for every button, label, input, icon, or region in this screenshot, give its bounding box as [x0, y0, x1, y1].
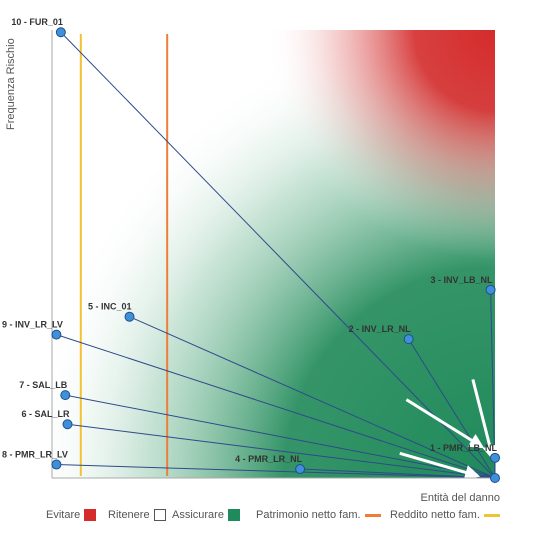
legend-item-patrimonio: Patrimonio netto fam. — [256, 509, 381, 521]
connector-line — [65, 394, 496, 479]
connector-line — [67, 423, 496, 479]
data-point[interactable] — [62, 419, 73, 430]
arrow — [405, 398, 485, 449]
point-label: 5 - INC_01 — [88, 302, 132, 312]
y-axis-label: Frequenza Rischio — [5, 38, 17, 130]
point-label: 9 - INV_LR_LV — [2, 320, 63, 330]
data-point[interactable] — [403, 334, 414, 345]
legend-item-assicurare: Assicurare — [172, 509, 240, 521]
data-point[interactable] — [60, 390, 71, 401]
connector-line — [56, 334, 496, 479]
evitare-zone — [52, 30, 495, 478]
legend-label: Ritenere — [108, 509, 150, 521]
legend-swatch — [153, 509, 166, 521]
threshold-lines — [79, 34, 169, 476]
legend-item-reddito: Reddito netto fam. — [390, 509, 500, 521]
data-point[interactable] — [490, 452, 500, 463]
arrows — [399, 379, 498, 480]
legend-swatch — [364, 513, 381, 517]
connector-lines — [56, 31, 496, 479]
data-point[interactable] — [485, 284, 496, 295]
connector-line — [56, 464, 496, 479]
point-labels: 10 - FUR_01 3 - INV_LB_NL 5 - INC_01 2 - IN… — [2, 17, 497, 464]
data-point[interactable] — [55, 27, 66, 38]
data-point[interactable] — [124, 311, 135, 322]
point-label: 10 - FUR_01 — [11, 17, 63, 27]
connector-line — [60, 31, 496, 479]
legend-item-ritenere: Ritenere — [108, 509, 166, 521]
data-point[interactable] — [51, 329, 62, 340]
point-label: 8 - PMR_LR_LV — [2, 450, 68, 460]
legend-label: Reddito netto fam. — [390, 509, 480, 521]
target-point — [490, 473, 500, 483]
legend-swatch — [227, 509, 240, 521]
x-axis-label: Entità del danno — [420, 492, 500, 504]
point-label: 6 - SAL_LR — [21, 409, 70, 419]
legend-label: Patrimonio netto fam. — [256, 509, 361, 521]
legend-swatch — [483, 513, 500, 517]
data-point[interactable] — [295, 464, 306, 475]
point-label: 1 - PMR_LB_NL — [430, 443, 498, 453]
legend-swatch — [84, 509, 97, 521]
connector-line — [408, 338, 496, 479]
legend-label: Evitare — [46, 509, 81, 521]
point-label: 7 - SAL_LB — [19, 380, 68, 390]
point-label: 3 - INV_LB_NL — [431, 275, 494, 285]
legend-label: Assicurare — [172, 509, 224, 521]
legend-item-evitare: Evitare — [46, 509, 97, 521]
legend: Evitare Ritenere Assicurare Patrimonio n… — [0, 509, 539, 527]
arrow — [471, 379, 498, 461]
point-label: 2 - INV_LR_NL — [349, 324, 412, 334]
axes — [51, 30, 495, 479]
point-label: 4 - PMR_LR_NL — [235, 454, 303, 464]
arrow — [399, 451, 481, 480]
svg-text:Frequenza Rischio: Frequenza Rischio — [5, 38, 17, 130]
plot-area — [52, 30, 495, 478]
data-point[interactable] — [51, 459, 62, 470]
data-points — [51, 27, 500, 483]
connector-line — [129, 316, 496, 479]
